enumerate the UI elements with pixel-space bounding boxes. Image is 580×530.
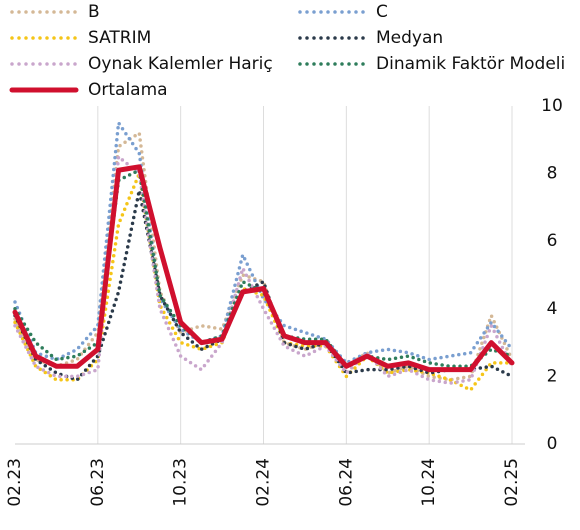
legend-label: Oynak Kalemler Hariç: [88, 54, 273, 74]
series-line: [13, 171, 514, 392]
legend-label: Dinamik Faktör Modeli: [376, 54, 565, 74]
x-tick-label: 06.23: [88, 458, 108, 507]
legend-label: Ortalama: [88, 80, 168, 100]
series-line: [13, 168, 514, 369]
y-tick-label: 0: [547, 434, 558, 454]
series-line: [13, 188, 514, 382]
series-line: [13, 131, 514, 382]
x-tick-label: 02.25: [502, 458, 522, 507]
legend-label: C: [376, 2, 388, 22]
y-tick-label: 8: [547, 164, 558, 184]
legend-label: SATRIM: [88, 28, 151, 48]
x-tick-label: 02.23: [5, 458, 25, 507]
y-tick-label: 4: [547, 299, 558, 319]
y-tick-label: 10: [541, 96, 563, 116]
legend-label: B: [88, 2, 100, 22]
y-tick-label: 6: [547, 231, 558, 251]
x-tick-label: 10.23: [171, 458, 191, 507]
x-tick-label: 02.24: [254, 458, 274, 507]
series-line: [12, 164, 515, 373]
series-line: [13, 154, 514, 385]
x-tick-label: 10.24: [419, 458, 439, 507]
y-tick-label: 2: [547, 366, 558, 386]
series-line: [13, 121, 514, 365]
legend-label: Medyan: [376, 28, 443, 48]
x-tick-label: 06.24: [336, 458, 356, 507]
